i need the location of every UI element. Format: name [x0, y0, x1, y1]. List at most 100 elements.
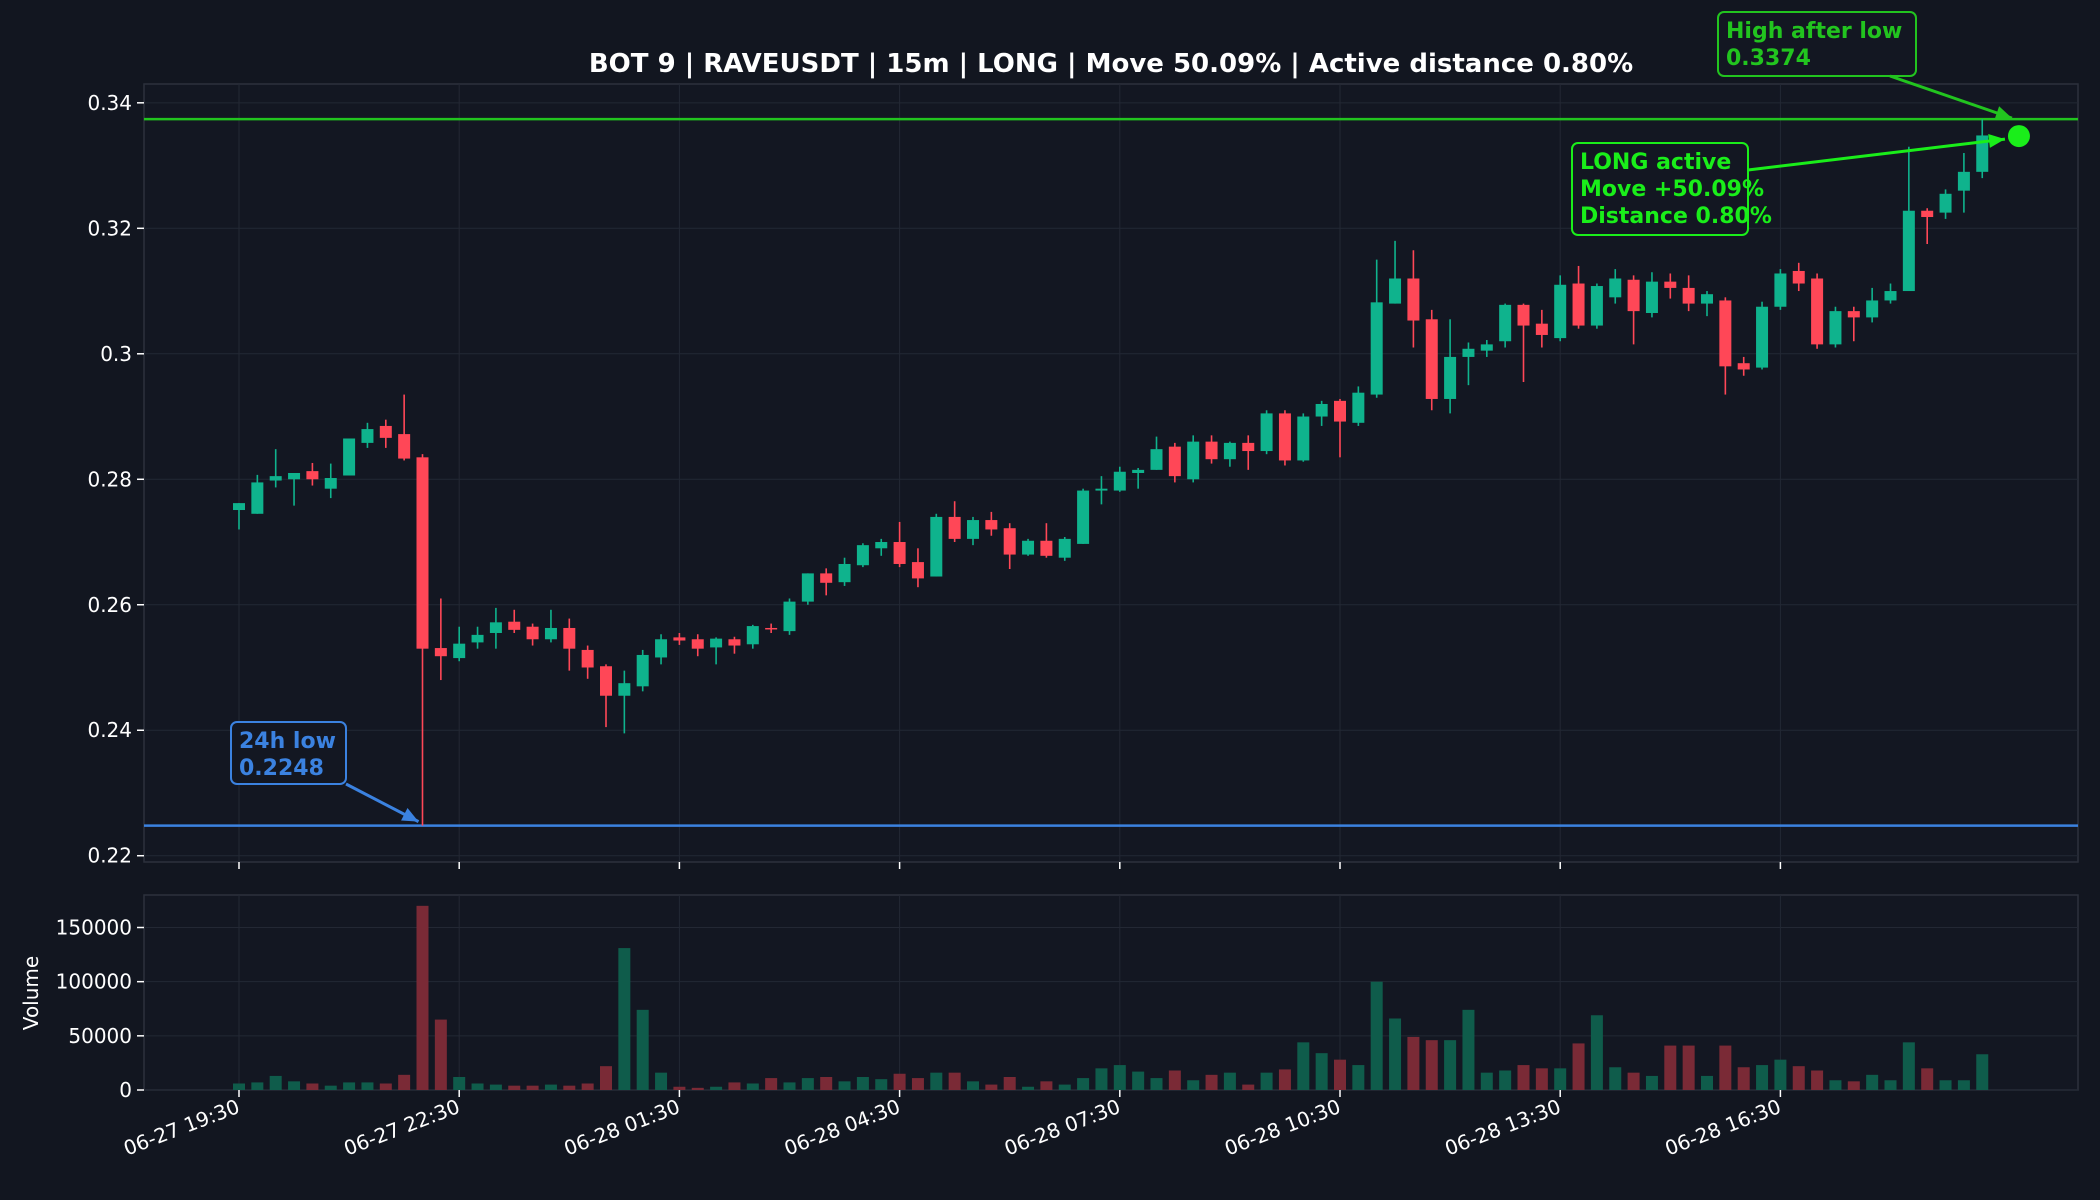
candle-body	[765, 627, 778, 630]
candle-body	[1719, 300, 1732, 367]
volume-bar	[746, 1083, 759, 1090]
candle-body	[471, 634, 484, 643]
volume-grid	[144, 895, 2078, 1091]
price-y-axis: 0.22 0.24 0.26 0.28 0.3 0.32 0.34	[87, 91, 144, 868]
candle-body	[1389, 278, 1402, 304]
volume-bar	[1517, 1065, 1530, 1090]
volume-bar	[1168, 1070, 1181, 1090]
price-tick-label: 0.28	[87, 467, 132, 491]
volume-bar	[948, 1072, 961, 1090]
volume-bar	[581, 1083, 594, 1090]
candle-body	[636, 654, 649, 687]
price-tick-label: 0.3	[100, 342, 132, 366]
candle-body	[1297, 416, 1310, 461]
candle-body	[1829, 311, 1842, 345]
candle-body	[1737, 363, 1750, 370]
volume-bar	[508, 1085, 521, 1090]
volume-bar	[1022, 1086, 1035, 1090]
candle-body	[673, 637, 686, 641]
volume-bar	[1003, 1077, 1016, 1090]
candle-body	[1572, 283, 1585, 326]
volume-bar	[1737, 1067, 1750, 1090]
candle-body	[728, 639, 741, 646]
volume-bar	[1792, 1066, 1805, 1090]
candle-body	[416, 457, 429, 649]
volume-bar	[1187, 1080, 1200, 1090]
volume-tick-label: 100000	[56, 970, 132, 994]
volume-bar	[1884, 1080, 1897, 1090]
volume-bar	[1205, 1074, 1218, 1090]
long-label-box	[1571, 142, 1749, 236]
candle-body	[1609, 278, 1622, 298]
candle-body	[1499, 304, 1512, 342]
volume-bar	[1315, 1053, 1328, 1090]
candle-body	[379, 425, 392, 438]
long-label-arrow-head	[1988, 134, 2005, 148]
candle-body	[343, 438, 356, 476]
candle-body	[489, 622, 502, 633]
volume-bar	[563, 1085, 576, 1090]
candle-body	[1902, 210, 1915, 292]
volume-bar	[1352, 1065, 1365, 1090]
volume-bar	[1040, 1081, 1053, 1090]
candle-body	[655, 639, 668, 658]
volume-bar-series	[233, 905, 1989, 1090]
volume-bar	[1132, 1071, 1145, 1090]
volume-bar	[288, 1081, 301, 1090]
volume-bar	[893, 1073, 906, 1090]
volume-bar	[471, 1083, 484, 1090]
candle-body	[948, 516, 961, 539]
candle-body	[1095, 488, 1108, 491]
candle-body	[1058, 538, 1071, 558]
volume-bar	[1627, 1072, 1640, 1090]
volume-bar	[526, 1085, 539, 1090]
volume-bar	[1756, 1065, 1769, 1090]
volume-bar	[765, 1078, 778, 1090]
candle-body	[820, 573, 833, 583]
volume-bar	[1370, 981, 1383, 1090]
candle-body	[581, 649, 594, 668]
volume-bar	[691, 1087, 704, 1090]
candle-body	[1701, 294, 1713, 304]
candle-body	[1517, 304, 1530, 326]
volume-bar	[1499, 1070, 1512, 1090]
volume-bar	[930, 1072, 943, 1090]
candle-body	[324, 478, 337, 489]
candle-body	[856, 545, 869, 566]
candle-body	[526, 626, 539, 640]
volume-bar	[1847, 1081, 1860, 1090]
high-label-arrow-head	[1994, 106, 2012, 120]
candle-body	[1077, 490, 1090, 544]
high-label-text: High after low	[1726, 19, 1902, 44]
signal-marker	[2007, 125, 2030, 148]
volume-bar	[1902, 1042, 1915, 1090]
candle-body	[1132, 469, 1145, 473]
volume-bar	[820, 1077, 833, 1090]
high-label-box	[1717, 11, 1917, 77]
volume-bar	[1682, 1045, 1695, 1090]
candle-body	[1535, 323, 1548, 335]
candle-body	[269, 476, 282, 481]
volume-bar	[801, 1078, 814, 1090]
candle-body	[1921, 210, 1934, 218]
candle-body	[1682, 287, 1695, 304]
volume-bar	[361, 1082, 374, 1090]
volume-bar	[343, 1082, 356, 1090]
candle-body	[893, 542, 906, 564]
candle-body	[1847, 311, 1860, 318]
candle-body	[1040, 540, 1053, 556]
candle-body	[985, 520, 998, 530]
volume-bar	[233, 1083, 245, 1090]
volume-bar	[1462, 1009, 1475, 1090]
candle-body	[875, 542, 888, 549]
volume-bar	[251, 1082, 264, 1090]
candle-body	[1811, 278, 1824, 345]
candle-body	[508, 621, 521, 630]
volume-bar	[728, 1082, 741, 1090]
volume-axis-label: Volume	[19, 956, 43, 1030]
candle-body	[1976, 135, 1989, 172]
candle-body	[288, 473, 301, 480]
long-label-text: Distance 0.80%	[1580, 204, 1772, 229]
candle-body	[1223, 442, 1236, 460]
